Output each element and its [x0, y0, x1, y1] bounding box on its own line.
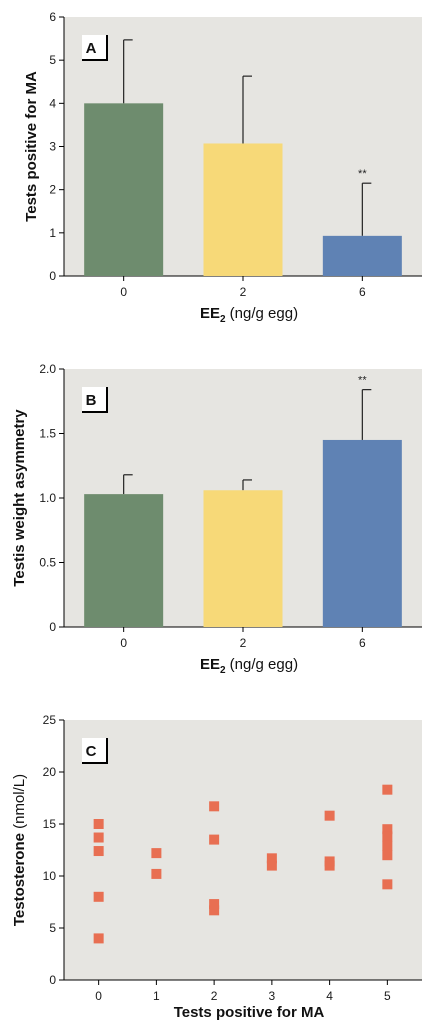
panel-label: B — [86, 392, 97, 409]
y-axis-title: Tests positive for MA — [23, 71, 40, 222]
x-tick-label: 6 — [359, 285, 366, 299]
x-tick-label: 0 — [95, 989, 102, 1003]
x-tick-label: 5 — [384, 989, 391, 1003]
x-axis-title-sub: 2 — [220, 665, 226, 676]
scatter-point — [93, 846, 104, 857]
y-tick-label: 0 — [49, 973, 56, 987]
x-tick-label: 2 — [240, 636, 247, 650]
scatter-point — [209, 801, 220, 812]
y-tick-label: 0.5 — [39, 556, 56, 570]
x-axis-title: EE2 (ng/g egg) — [200, 656, 298, 676]
y-tick-label: 25 — [43, 713, 57, 727]
y-axis-title-main: Testosterone — [11, 833, 28, 926]
y-tick-label: 10 — [43, 869, 57, 883]
x-axis-title-unit: (ng/g egg) — [226, 305, 299, 322]
bar-0 — [84, 103, 164, 276]
x-tick-label: 1 — [153, 989, 160, 1003]
scatter-point — [209, 905, 220, 916]
x-axis-title-main: EE — [200, 656, 220, 673]
x-tick-label: 2 — [211, 989, 218, 1003]
y-tick-label: 4 — [49, 96, 56, 110]
scatter-point — [382, 850, 393, 861]
y-axis-title-unit: (nmol/L) — [11, 774, 28, 833]
x-tick-label: 2 — [240, 285, 247, 299]
y-tick-label: 2.0 — [39, 362, 56, 376]
panel-label-box — [82, 738, 107, 763]
y-axis-title: Testosterone (nmol/L) — [11, 774, 28, 926]
panel-label-box — [82, 35, 107, 60]
y-tick-label: 1.5 — [39, 427, 56, 441]
y-axis-title: Testis weight asymmetry — [11, 409, 28, 587]
y-tick-label: 5 — [49, 921, 56, 935]
panel-label-border — [82, 738, 108, 764]
x-axis-title-main: EE — [200, 305, 220, 322]
y-tick-label: 0 — [49, 269, 56, 283]
x-axis-title: Tests positive for MA — [174, 1004, 325, 1021]
bar-6 — [322, 235, 402, 276]
bar-2 — [203, 143, 283, 276]
scatter-point — [382, 824, 393, 835]
scatter-point — [266, 860, 277, 871]
plot-area — [64, 720, 422, 980]
panel-label-border — [82, 387, 108, 413]
x-tick-label: 3 — [269, 989, 276, 1003]
scatter-point — [382, 840, 393, 851]
x-tick-label: 0 — [120, 285, 127, 299]
x-tick-label: 4 — [326, 989, 333, 1003]
y-tick-label: 1.0 — [39, 491, 56, 505]
y-tick-label: 15 — [43, 817, 57, 831]
significance-marker: ** — [358, 168, 367, 180]
x-axis-title-unit: (ng/g egg) — [226, 656, 299, 673]
scatter-point — [209, 834, 220, 845]
y-tick-label: 1 — [49, 226, 56, 240]
y-tick-label: 5 — [49, 53, 56, 67]
y-tick-label: 20 — [43, 765, 57, 779]
significance-marker: ** — [358, 375, 367, 387]
x-tick-label: 6 — [359, 636, 366, 650]
y-tick-label: 0 — [49, 620, 56, 634]
x-axis-title-sub: 2 — [220, 314, 226, 325]
scatter-point — [93, 933, 104, 944]
panel-label-border — [82, 35, 108, 61]
scatter-point — [151, 848, 162, 859]
scatter-point — [266, 853, 277, 864]
scatter-point — [209, 899, 220, 910]
y-tick-label: 3 — [49, 140, 56, 154]
scatter-point — [382, 831, 393, 842]
panel-label: A — [86, 40, 97, 57]
scatter-point — [382, 784, 393, 795]
panel-c: C 0 5 10 15 20 25 0 1 2 3 4 5 Tests positive for MA Te… — [11, 713, 422, 1021]
x-tick-label: 0 — [120, 636, 127, 650]
scatter-point — [93, 832, 104, 843]
panel-label-box — [82, 387, 107, 412]
y-tick-label: 6 — [49, 10, 56, 24]
panel-label: C — [86, 743, 97, 760]
bar-0 — [84, 494, 164, 627]
scatter-point — [93, 891, 104, 902]
scatter-point — [382, 879, 393, 890]
scatter-point — [324, 810, 335, 821]
bar-6 — [322, 439, 402, 627]
bar-2 — [203, 490, 283, 627]
x-axis-title: EE2 (ng/g egg) — [200, 305, 298, 325]
y-tick-label: 2 — [49, 183, 56, 197]
scatter-point — [93, 819, 104, 829]
scatter-point — [324, 860, 335, 871]
scatter-point — [151, 868, 162, 879]
